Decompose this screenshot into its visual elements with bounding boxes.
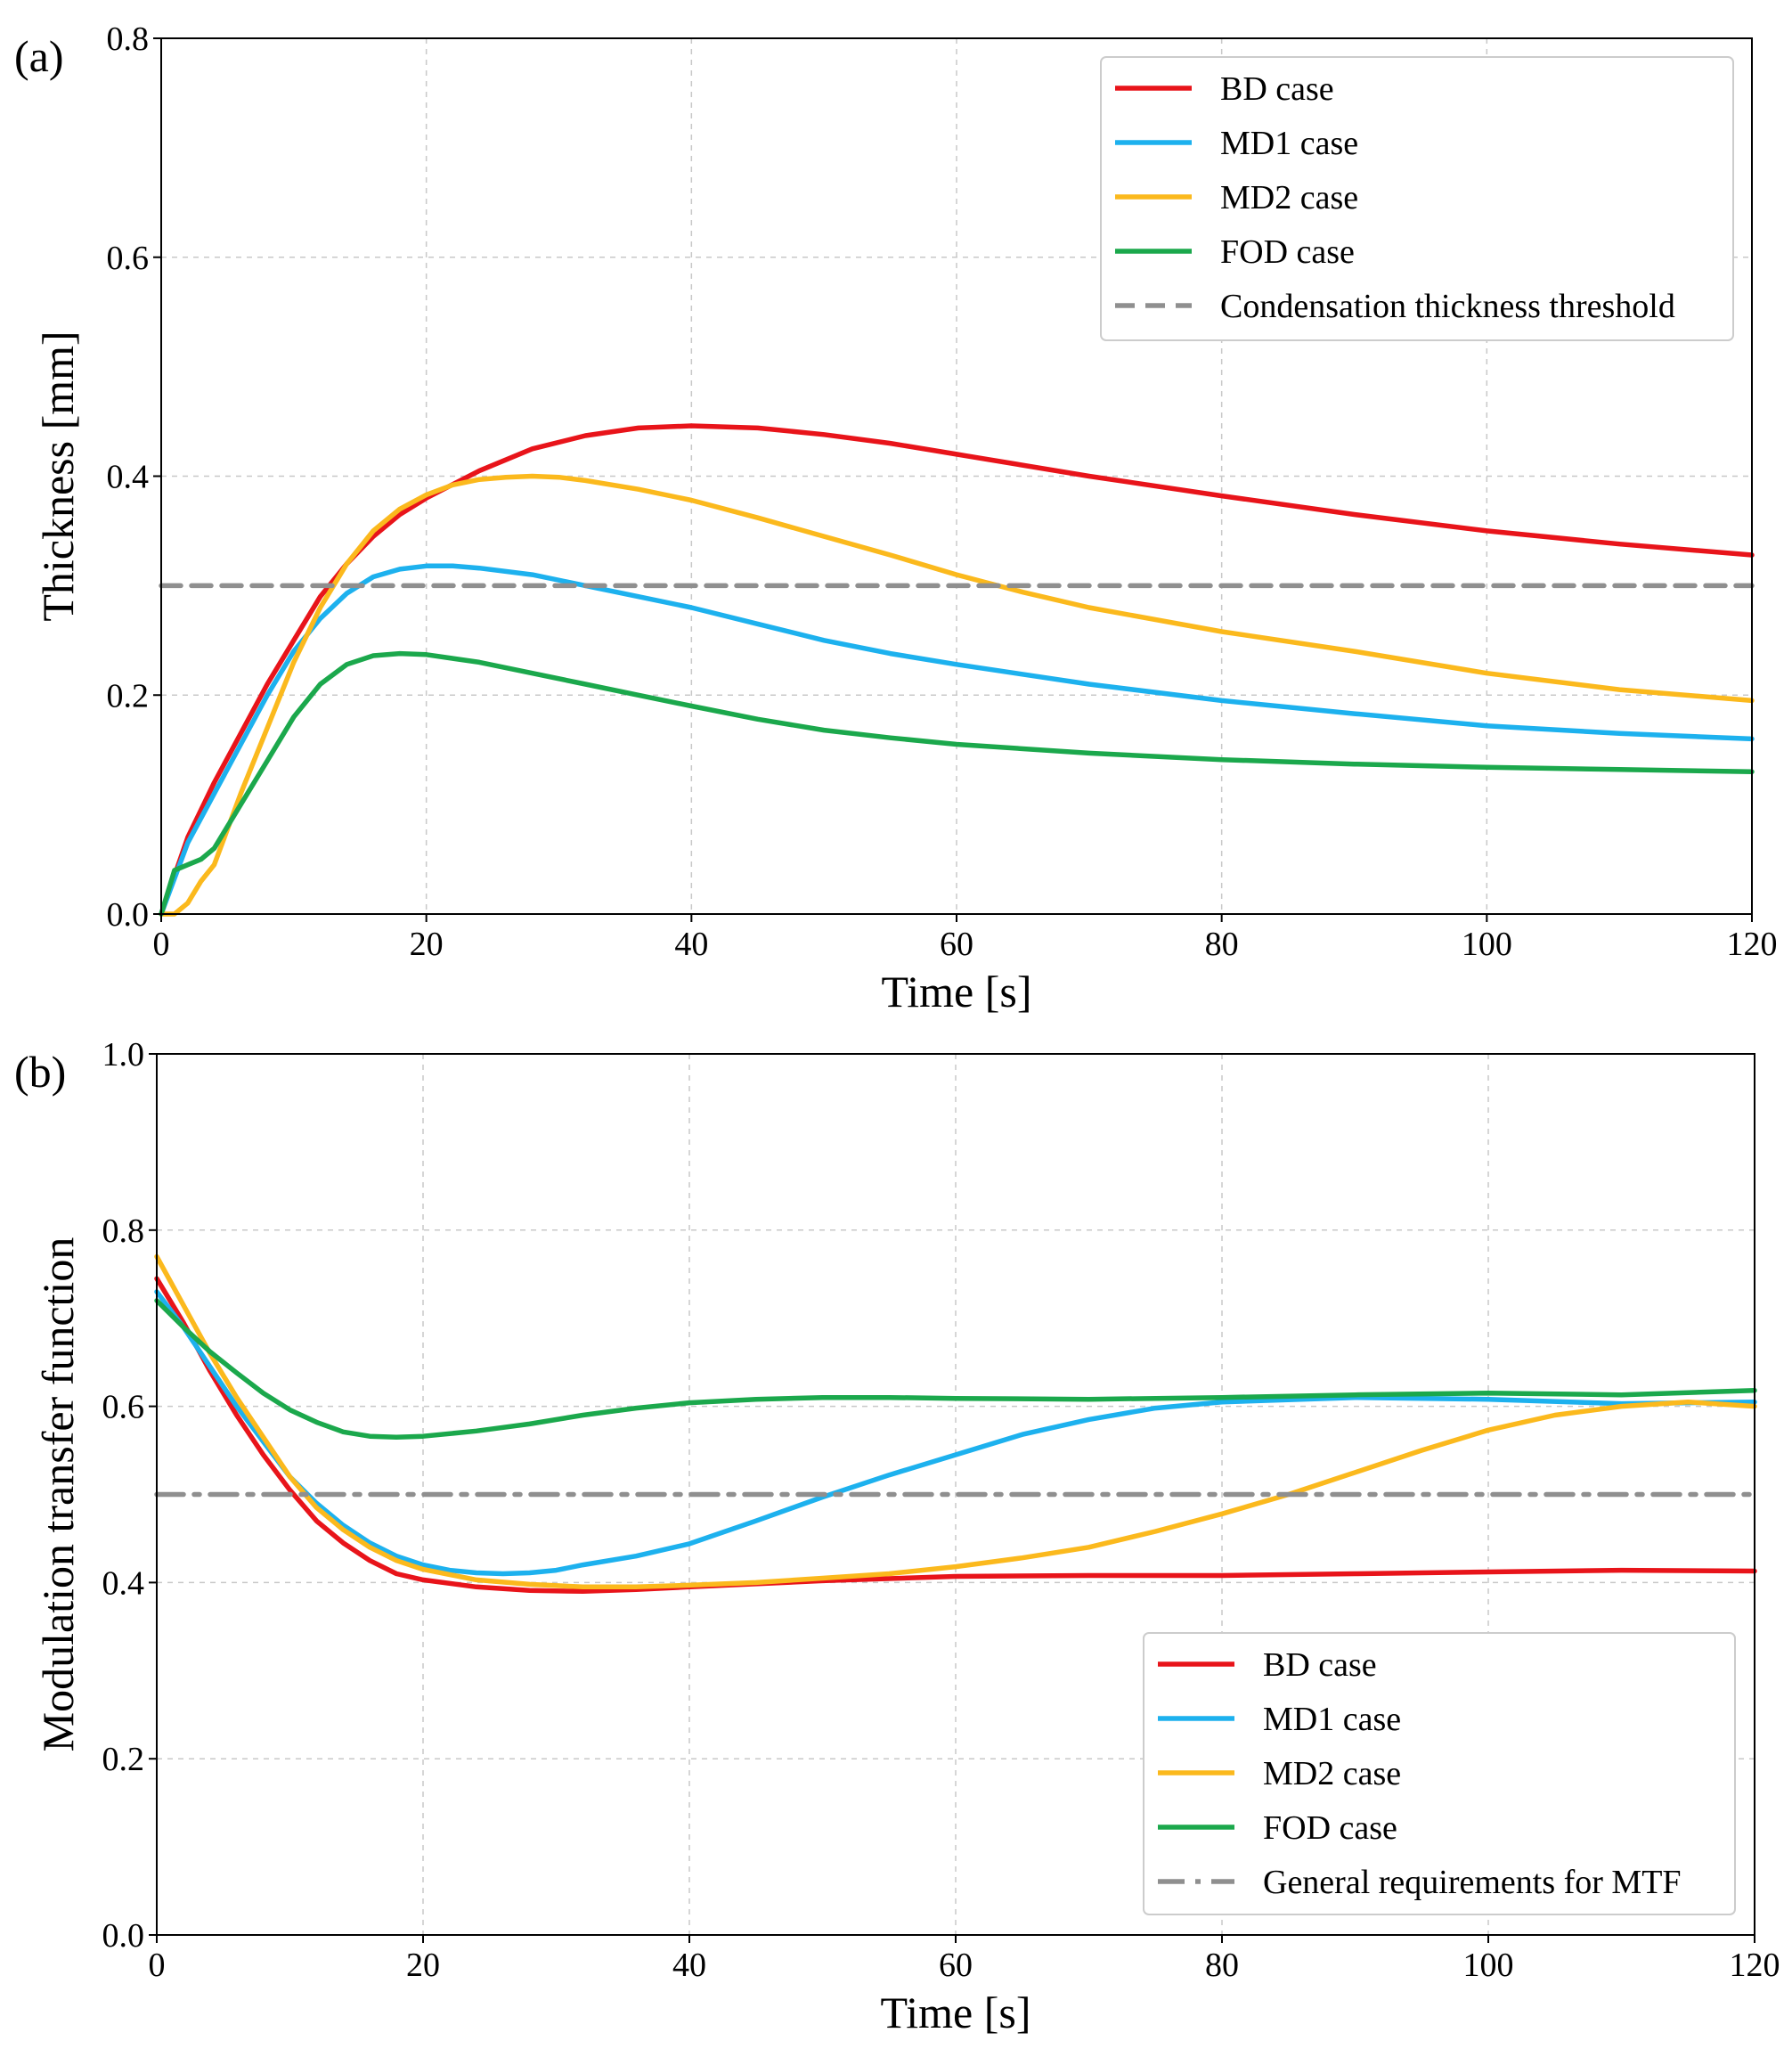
series-line-a-md1 [159, 563, 1755, 917]
legend-label-a-1: MD1 case [1220, 125, 1358, 162]
panel-b-mtf-chart: 0 20 40 60 80 100 120 0.0 0.2 0.4 0.6 0.8 1.0 Time [s… [14, 1036, 1780, 2037]
series-line-a-bd [159, 423, 1755, 917]
series-line-a-fod [159, 650, 1755, 917]
series-line-a-md2 [159, 473, 1755, 917]
legend-label-a-2: MD2 case [1220, 179, 1358, 216]
x-tick-label-a-5: 100 [1462, 926, 1512, 963]
y-tick-label-a-3: 0.6 [107, 240, 150, 277]
y-tick-label-b-3: 0.6 [102, 1389, 145, 1426]
x-tick-label-a-6: 120 [1727, 926, 1778, 963]
y-tick-label-a-4: 0.8 [107, 20, 150, 58]
y-axis-title-a: Thickness [mm] [33, 331, 83, 621]
y-tick-label-b-0: 0.0 [102, 1917, 145, 1955]
legend-item-a-md1: MD1 case [1115, 125, 1358, 162]
legend-a: BD case MD1 case MD2 case FOD case Condensat… [1100, 56, 1734, 341]
x-tick-label-b-1: 20 [406, 1947, 440, 1984]
y-tick-label-a-1: 0.2 [107, 677, 150, 714]
legend-b: BD case MD1 case MD2 case FOD case General r… [1143, 1632, 1736, 1915]
legend-item-b-fod: FOD case [1158, 1809, 1397, 1847]
legend-item-a-md2: MD2 case [1115, 179, 1358, 216]
x-tick-label-a-0: 0 [153, 926, 170, 963]
legend-item-a-reference: Condensation thickness threshold [1115, 288, 1675, 325]
legend-item-b-reference: General requirements for MTF [1158, 1864, 1682, 1901]
x-tick-label-b-2: 40 [672, 1947, 706, 1984]
panel-a-thickness-chart: 0 20 40 60 80 100 120 0.0 0.2 0.4 0.6 0.8 Time [s] Th… [14, 20, 1778, 1016]
x-tick-label-b-3: 60 [939, 1947, 973, 1984]
y-tick-label-b-5: 1.0 [102, 1036, 145, 1073]
ticks-b: 0 20 40 60 80 100 120 0.0 0.2 0.4 0.6 0.8 1.0 [102, 1036, 1780, 1984]
y-tick-label-b-2: 0.4 [102, 1564, 145, 1602]
x-tick-label-a-4: 80 [1205, 926, 1239, 963]
series-line-b-fod [154, 1298, 1757, 1440]
legend-item-a-fod: FOD case [1115, 233, 1355, 271]
legend-frame-a [1100, 56, 1734, 341]
ticks-a: 0 20 40 60 80 100 120 0.0 0.2 0.4 0.6 0.8 [107, 20, 1778, 963]
legend-label-b-0: BD case [1263, 1646, 1377, 1684]
legend-label-a-3: FOD case [1220, 233, 1355, 271]
x-axis-title-a: Time [s] [881, 967, 1031, 1016]
x-tick-label-a-3: 60 [940, 926, 973, 963]
legend-label-b-4: General requirements for MTF [1263, 1864, 1682, 1901]
x-tick-label-b-0: 0 [149, 1947, 166, 1984]
x-tick-label-a-2: 40 [674, 926, 708, 963]
panel-label-b: (b) [14, 1047, 66, 1097]
x-tick-label-a-1: 20 [410, 926, 444, 963]
legend-label-b-1: MD1 case [1263, 1701, 1401, 1738]
legend-item-b-md2: MD2 case [1158, 1755, 1401, 1792]
series-b [154, 1253, 1757, 1595]
legend-item-b-bd: BD case [1158, 1646, 1377, 1684]
series-a [159, 423, 1755, 917]
legend-item-a-bd: BD case [1115, 70, 1334, 108]
x-tick-label-b-6: 120 [1730, 1947, 1780, 1984]
y-axis-title-b: Modulation transfer function [33, 1237, 83, 1752]
x-axis-title-b: Time [s] [880, 1988, 1030, 2037]
legend-frame-b [1143, 1632, 1736, 1915]
x-tick-label-b-5: 100 [1463, 1947, 1514, 1984]
legend-label-b-3: FOD case [1263, 1809, 1397, 1847]
legend-item-b-md1: MD1 case [1158, 1701, 1401, 1738]
x-tick-label-b-4: 80 [1205, 1947, 1239, 1984]
y-tick-label-b-1: 0.2 [102, 1741, 145, 1778]
series-line-b-md2 [154, 1253, 1757, 1590]
y-tick-label-a-2: 0.4 [107, 459, 150, 496]
series-line-b-bd [154, 1276, 1757, 1595]
panel-label-a: (a) [14, 31, 64, 81]
y-tick-label-b-4: 0.8 [102, 1212, 145, 1250]
legend-label-b-2: MD2 case [1263, 1755, 1401, 1792]
legend-label-a-4: Condensation thickness threshold [1220, 288, 1675, 325]
legend-label-a-0: BD case [1220, 70, 1334, 108]
y-tick-label-a-0: 0.0 [107, 896, 150, 934]
